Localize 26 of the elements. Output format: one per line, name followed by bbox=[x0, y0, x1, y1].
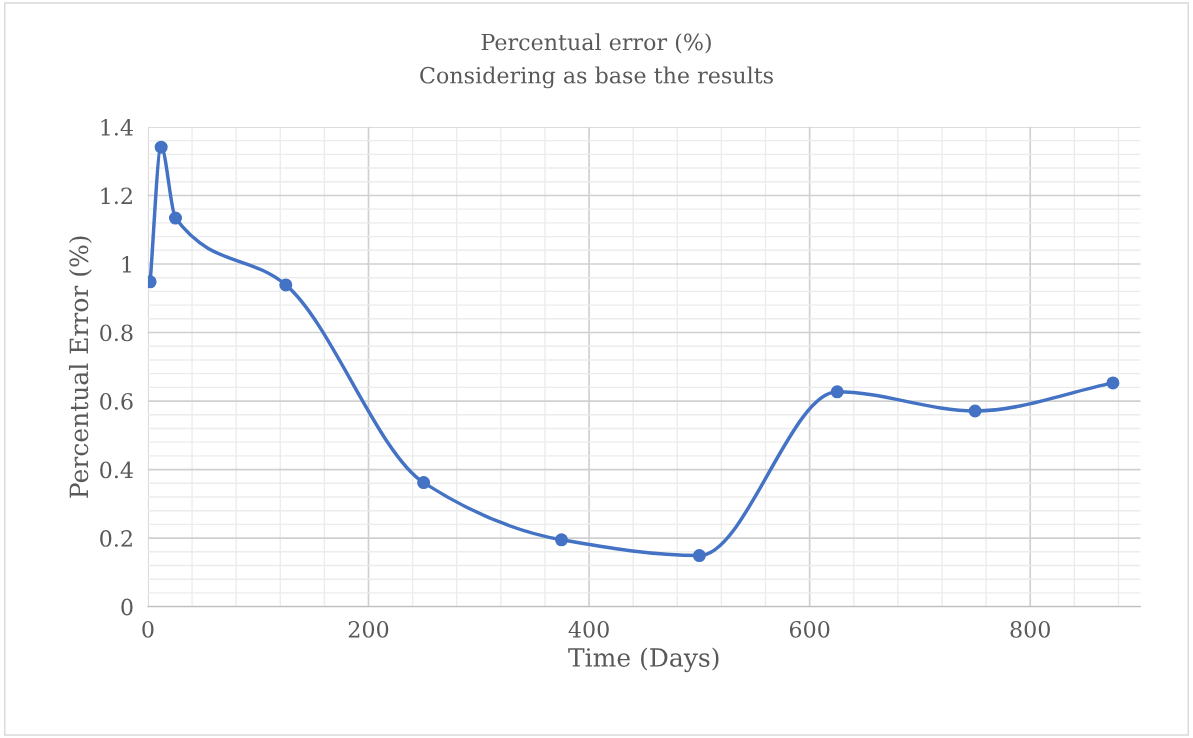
chart-title: Percentual error (%) bbox=[481, 33, 711, 54]
point bbox=[1106, 376, 1120, 390]
x-tick-label: 800 bbox=[1010, 620, 1050, 638]
x-tick-label: 200 bbox=[348, 620, 389, 638]
x-tick-label: 400 bbox=[568, 620, 609, 638]
y-tick-label: 0.8 bbox=[100, 324, 133, 342]
x-tick-label: 0 bbox=[142, 620, 154, 638]
y-tick-label: 1.4 bbox=[101, 118, 133, 136]
x-axis-title: Time (Days) bbox=[568, 647, 719, 673]
point bbox=[692, 549, 706, 563]
y-tick-label: 0 bbox=[121, 598, 133, 616]
y-tick-label: 0.2 bbox=[100, 530, 132, 547]
y-tick-label: 1 bbox=[122, 255, 131, 273]
point bbox=[279, 278, 293, 292]
point bbox=[417, 476, 431, 490]
chart-subtitle: Considering as base the results bbox=[420, 66, 773, 89]
y-axis-title: Percentual Error (%) bbox=[68, 236, 92, 498]
point bbox=[168, 211, 183, 225]
x-tick-label: 600 bbox=[789, 620, 830, 638]
y-tick-label: 0.4 bbox=[100, 461, 133, 479]
y-tick-label: 1.2 bbox=[101, 187, 132, 205]
point bbox=[830, 385, 844, 399]
point bbox=[968, 404, 982, 418]
y-tick-label: 0.6 bbox=[100, 393, 133, 410]
point bbox=[154, 140, 168, 154]
point bbox=[555, 533, 569, 547]
